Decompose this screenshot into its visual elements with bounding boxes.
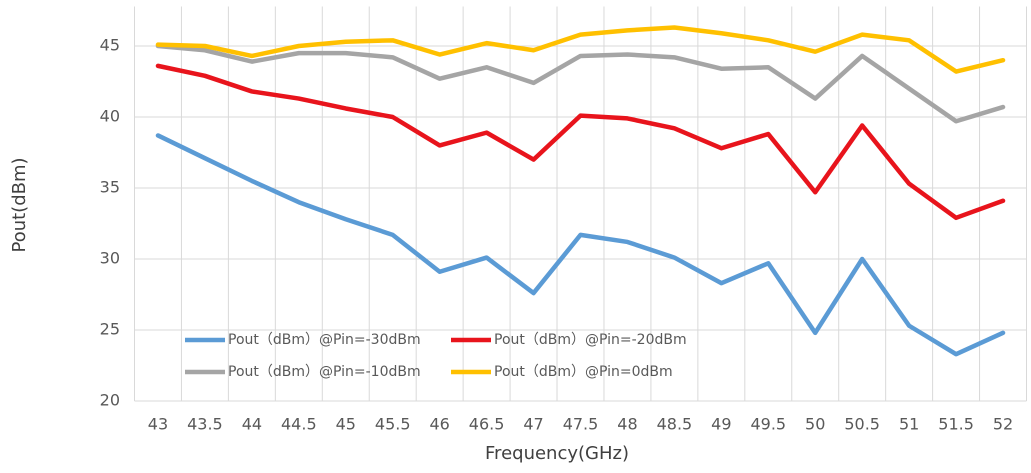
x-tick-label: 50.5: [844, 415, 880, 434]
series-line: [155, 43, 1006, 124]
x-tick-label: 47.5: [563, 415, 599, 434]
x-tick-label: 51.5: [938, 415, 974, 434]
x-tick-label: 44.5: [281, 415, 317, 434]
x-tick-label: 48.5: [657, 415, 693, 434]
y-tick-label: 20: [100, 391, 120, 410]
series-line: [155, 25, 1006, 74]
legend-label: Pout（dBm）@Pin=0dBm: [494, 364, 673, 380]
series-line: [155, 63, 1006, 221]
y-tick-label: 40: [100, 107, 120, 126]
x-tick-label: 49.5: [750, 415, 786, 434]
x-tick-label: 49: [711, 415, 731, 434]
legend-label: Pout（dBm）@Pin=-10dBm: [228, 364, 421, 380]
y-tick-label: 30: [100, 249, 120, 268]
x-tick-label: 43: [148, 415, 168, 434]
y-axis-title: Pout(dBm): [9, 157, 30, 252]
x-tick-label: 45.5: [375, 415, 411, 434]
x-tick-label: 50: [805, 415, 825, 434]
legend-label: Pout（dBm）@Pin=-30dBm: [228, 332, 421, 348]
x-tick-label: 46.5: [469, 415, 505, 434]
x-tick-label: 45: [336, 415, 356, 434]
x-tick-label: 44: [242, 415, 262, 434]
legend-label: Pout（dBm）@Pin=-20dBm: [494, 332, 687, 348]
y-tick-label: 25: [100, 320, 120, 339]
series-line: [155, 133, 1006, 357]
y-tick-label: 35: [100, 178, 120, 197]
x-tick-label: 51: [899, 415, 919, 434]
x-tick-label: 46: [429, 415, 449, 434]
x-tick-label: 47: [523, 415, 543, 434]
y-tick-label: 45: [100, 36, 120, 55]
x-tick-label: 48: [617, 415, 637, 434]
x-tick-label: 52: [993, 415, 1013, 434]
x-axis-title: Frequency(GHz): [485, 443, 629, 464]
x-tick-label: 43.5: [187, 415, 223, 434]
